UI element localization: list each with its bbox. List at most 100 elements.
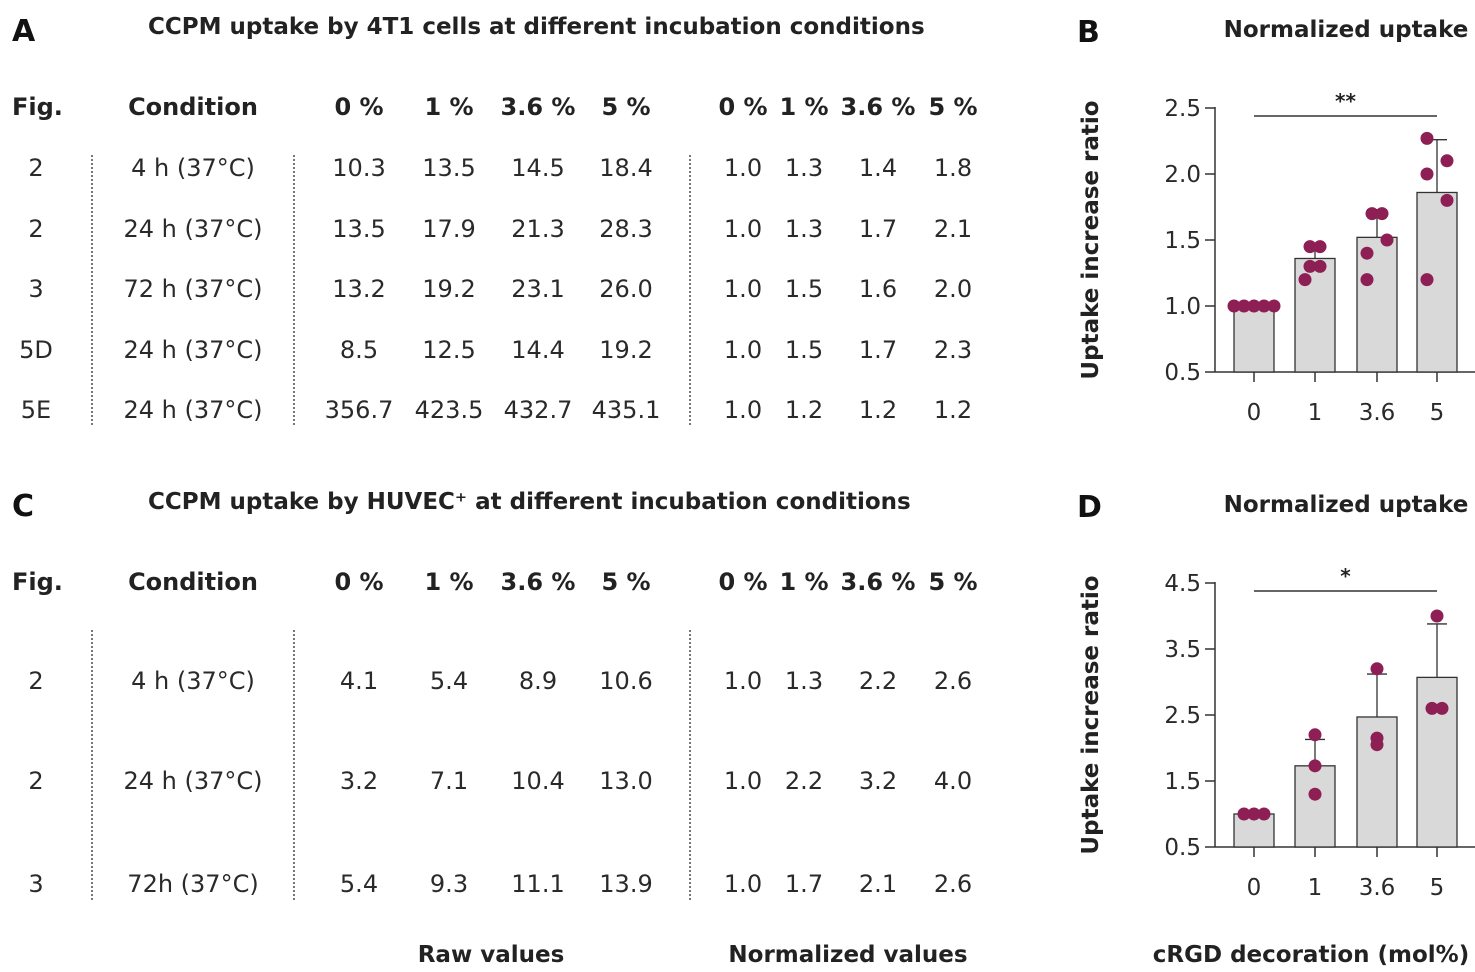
chart-x-tick-label: 5 [1430,875,1445,901]
chart-x-tick-label: 0 [1247,875,1262,901]
chart-y-tick-label: 0.5 [1164,360,1201,386]
column-header-fig: Fig. [12,568,63,596]
chart-x-tick-label: 1 [1308,875,1323,901]
table-c-divider-condition [293,630,295,900]
chart-data-point [1440,154,1454,168]
table-cell-condition: 72h (37°C) [127,870,259,898]
table-a-divider-fig [91,155,93,425]
table-cell-condition: 4 h (37°C) [131,667,255,695]
table-a-divider-raw [689,155,691,425]
table-cell-raw-0: 10.3 [332,154,386,182]
table-cell-norm-5: 2.3 [933,336,973,364]
column-header-norm-1: 1 % [779,93,829,121]
column-header-condition: Condition [128,93,258,121]
chart-significance-marker: * [1340,564,1351,588]
chart-bar [1233,305,1275,373]
table-cell-condition: 4 h (37°C) [131,154,255,182]
table-cell-norm-1: 2.2 [784,767,824,795]
chart-y-tick-label: 4.5 [1164,571,1201,597]
table-cell-norm-3-6: 1.6 [858,275,898,303]
table-cell-raw-1: 19.2 [422,275,476,303]
chart-title: Normalized uptake [1224,492,1469,518]
chart-data-point [1375,207,1389,221]
chart-data-point [1267,299,1281,313]
chart-data-point [1370,731,1384,745]
panel-letter-c: C [12,489,35,524]
chart-data-point [1440,193,1454,207]
column-header-raw-0: 0 % [334,568,384,596]
table-cell-norm-0: 1.0 [723,667,763,695]
table-cell-norm-1: 1.5 [784,275,824,303]
column-header-raw-5: 5 % [601,568,651,596]
table-cell-condition: 24 h (37°C) [123,767,263,795]
chart-y-axis-label: Uptake increase ratio [1078,100,1104,379]
chart-data-point [1360,273,1374,287]
table-cell-raw-3-6: 8.9 [518,667,558,695]
table-cell-norm-0: 1.0 [723,336,763,364]
chart-x-axis-label: cRGD decoration (mol%) [1152,942,1470,968]
table-cell-norm-1: 1.3 [784,667,824,695]
chart-data-point [1298,273,1312,287]
table-cell-norm-3-6: 3.2 [858,767,898,795]
table-cell-norm-0: 1.0 [723,215,763,243]
table-cell-norm-5: 4.0 [933,767,973,795]
table-cell-norm-0: 1.0 [723,154,763,182]
table-cell-raw-3-6: 21.3 [511,215,565,243]
table-cell-raw-0: 5.4 [339,870,379,898]
table-cell-norm-0: 1.0 [723,396,763,424]
table-cell-norm-3-6: 1.7 [858,336,898,364]
chart-data-point [1380,233,1394,247]
table-cell-norm-1: 1.3 [784,154,824,182]
table-cell-condition: 72 h (37°C) [123,275,263,303]
table-cell-raw-1: 423.5 [414,396,484,424]
chart-bar [1356,236,1398,373]
table-cell-fig: 3 [28,275,44,303]
table-cell-raw-1: 7.1 [429,767,469,795]
chart-data-point [1370,662,1384,676]
table-cell-norm-0: 1.0 [723,767,763,795]
chart-y-tick-label: 2.5 [1164,703,1201,729]
column-header-norm-1: 1 % [779,568,829,596]
table-cell-norm-5: 2.1 [933,215,973,243]
chart-bar [1294,765,1336,848]
table-cell-fig: 2 [28,154,44,182]
table-cell-raw-3-6: 11.1 [511,870,565,898]
column-header-raw-3-6: 3.6 % [500,93,576,121]
table-cell-raw-3-6: 14.5 [511,154,565,182]
chart-data-point [1303,259,1317,273]
table-cell-fig: 2 [28,215,44,243]
table-cell-fig: 2 [28,667,44,695]
column-header-norm-0: 0 % [718,93,768,121]
table-cell-raw-1: 17.9 [422,215,476,243]
table-cell-raw-1: 12.5 [422,336,476,364]
table-cell-norm-0: 1.0 [723,275,763,303]
table-cell-raw-5: 26.0 [599,275,653,303]
table-cell-raw-0: 8.5 [339,336,379,364]
chart-data-point [1420,167,1434,181]
chart-y-tick-label: 3.5 [1164,637,1201,663]
chart-data-point [1247,299,1261,313]
chart-data-point [1308,759,1322,773]
table-c-divider-raw [689,630,691,900]
chart-data-point [1247,807,1261,821]
panel-letter-b: B [1077,15,1100,50]
footer-normalized-values: Normalized values [728,942,968,968]
table-cell-norm-5: 2.6 [933,667,973,695]
table-cell-raw-5: 13.9 [599,870,653,898]
chart-y-axis-label: Uptake increase ratio [1078,575,1104,854]
column-header-raw-1: 1 % [424,93,474,121]
column-header-norm-3-6: 3.6 % [840,568,916,596]
chart-data-point [1257,299,1271,313]
chart-data-point [1237,807,1251,821]
table-cell-raw-0: 356.7 [324,396,394,424]
table-cell-norm-3-6: 1.4 [858,154,898,182]
table-cell-norm-5: 2.0 [933,275,973,303]
table-cell-norm-0: 1.0 [723,870,763,898]
table-cell-raw-5: 13.0 [599,767,653,795]
chart-data-point [1237,299,1251,313]
table-cell-condition: 24 h (37°C) [123,215,263,243]
column-header-raw-3-6: 3.6 % [500,568,576,596]
footer-raw-values: Raw values [417,942,565,968]
table-cell-norm-5: 2.6 [933,870,973,898]
column-header-fig: Fig. [12,93,63,121]
